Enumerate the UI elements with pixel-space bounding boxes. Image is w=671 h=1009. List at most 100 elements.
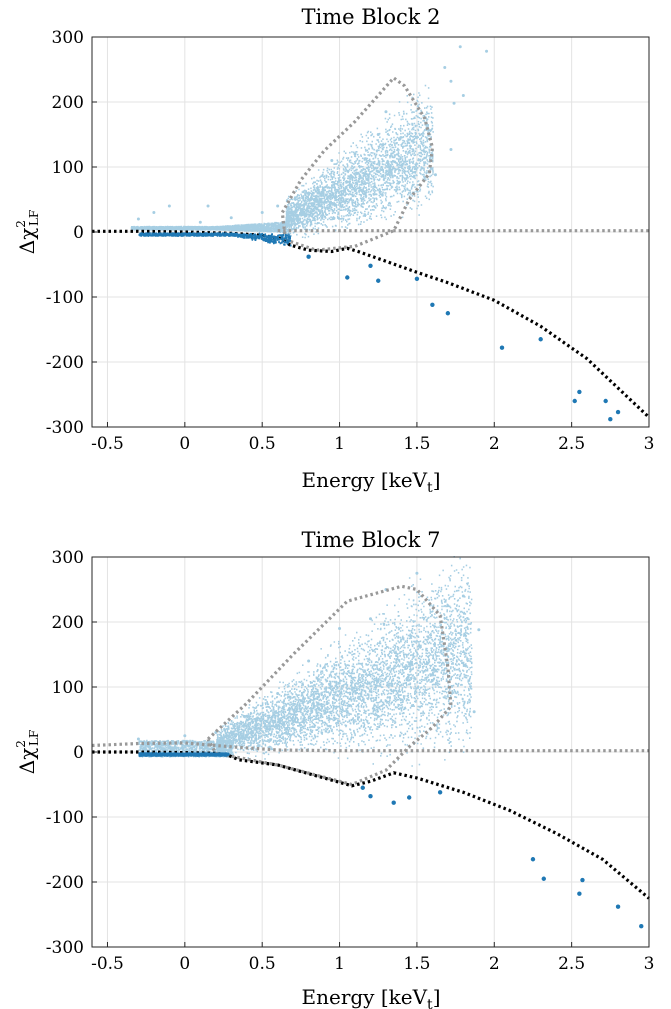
light-point <box>136 217 140 221</box>
x-tick-label: 3 <box>644 434 655 454</box>
dark-points <box>138 752 644 929</box>
dark-point <box>368 263 373 268</box>
dark-point <box>437 790 443 795</box>
light-point <box>449 147 453 151</box>
x-tick-label: 1.5 <box>403 954 430 974</box>
dark-point <box>580 877 585 883</box>
y-tick-label: 200 <box>52 93 84 113</box>
light-point <box>369 617 372 621</box>
x-tick-label: 2 <box>489 954 500 974</box>
boundary-curves <box>91 584 651 900</box>
y-tick-label: 300 <box>52 28 84 48</box>
light-point <box>353 152 357 156</box>
dark-point <box>577 891 582 896</box>
y-tick-label: 300 <box>52 548 84 568</box>
dark-point-band <box>138 752 230 757</box>
boundary-curves <box>92 75 651 419</box>
x-tick-label: 2 <box>489 434 500 454</box>
x-tick-label: 2.5 <box>558 954 585 974</box>
y-tick-label: 100 <box>52 158 84 178</box>
light-point <box>449 79 453 83</box>
x-axis-label: Energy [keVt] <box>302 985 441 1009</box>
black-boundary-curve <box>92 229 651 419</box>
y-tick-label: -100 <box>46 288 84 308</box>
x-tick-label: 2.5 <box>558 434 585 454</box>
x-tick-label: -0.5 <box>91 434 124 454</box>
light-point-cloud <box>130 84 434 240</box>
light-point <box>307 191 311 195</box>
dark-point <box>345 275 350 280</box>
dark-point <box>538 337 543 342</box>
dark-point <box>376 278 381 283</box>
x-tick-label: 0.5 <box>249 434 276 454</box>
y-tick-label: 100 <box>52 678 84 698</box>
light-point <box>167 204 171 208</box>
chart-title: Time Block 7 <box>301 528 440 552</box>
light-point <box>472 710 476 714</box>
light-point <box>152 211 156 214</box>
light-point <box>276 204 280 208</box>
light-points <box>130 45 489 240</box>
light-point <box>206 204 210 208</box>
light-point <box>376 133 380 136</box>
light-point <box>307 659 311 663</box>
light-point <box>430 679 434 682</box>
x-tick-label: 3 <box>644 954 655 974</box>
x-axis-label: Energy [keVt] <box>302 468 441 496</box>
dark-points <box>138 232 621 422</box>
light-point <box>458 45 462 49</box>
dark-point <box>430 302 435 307</box>
y-tick-label: -300 <box>46 418 84 438</box>
y-tick-label: 0 <box>73 743 84 763</box>
tick-labels: -0.5 0 0.5 1 1.5 2 2.5 3 -300 -200 -100 0 100 200 300 <box>46 28 655 454</box>
x-tick-label: -0.5 <box>91 954 124 974</box>
gray-region-curve <box>206 584 453 787</box>
light-point <box>477 628 481 632</box>
dark-point <box>306 254 311 259</box>
y-tick-label: 200 <box>52 613 84 633</box>
dark-point-band <box>138 232 292 247</box>
dark-point <box>360 785 365 790</box>
light-point <box>384 110 388 114</box>
dark-point <box>391 800 396 805</box>
dark-point <box>406 795 412 800</box>
dark-point <box>530 857 536 862</box>
light-point <box>183 734 187 738</box>
black-boundary-curve <box>92 750 651 900</box>
light-point <box>229 731 233 734</box>
light-point <box>485 49 489 53</box>
gray-baseline-curve <box>91 741 649 753</box>
tick-labels: -0.5 0 0.5 1 1.5 2 2.5 3 -300 -200 -100 0 100 200 300 <box>46 548 655 974</box>
y-tick-label: -100 <box>46 808 84 828</box>
light-point <box>433 173 437 177</box>
x-tick-label: 1 <box>334 434 345 454</box>
light-point <box>443 66 447 70</box>
x-tick-label: 0 <box>179 954 190 974</box>
gray-region-curve <box>280 75 435 252</box>
light-point <box>229 216 233 220</box>
y-axis-label: Δχ2LF <box>14 730 41 775</box>
dark-point <box>499 345 505 350</box>
panel-time-block-2: Time Block 2 -0.5 0 0.5 1 1.5 2 2.5 3 -300 -200 -1… <box>14 5 654 496</box>
dark-point <box>572 398 577 404</box>
light-point <box>245 714 249 718</box>
axes-frame <box>91 36 650 428</box>
light-point <box>415 571 419 575</box>
dark-point <box>577 389 582 395</box>
light-point <box>276 692 280 695</box>
dark-point <box>603 398 608 404</box>
light-point <box>446 604 450 608</box>
dark-point <box>615 904 621 909</box>
dark-point <box>615 409 621 415</box>
x-tick-label: 0 <box>179 434 190 454</box>
x-tick-label: 1 <box>334 954 345 974</box>
y-tick-label: -200 <box>46 353 84 373</box>
chart-title: Time Block 2 <box>301 5 440 29</box>
dark-point <box>445 311 451 316</box>
dark-point <box>541 876 546 881</box>
dark-point <box>414 276 420 281</box>
light-points <box>136 556 481 767</box>
light-point <box>198 220 202 224</box>
light-point <box>136 737 140 741</box>
